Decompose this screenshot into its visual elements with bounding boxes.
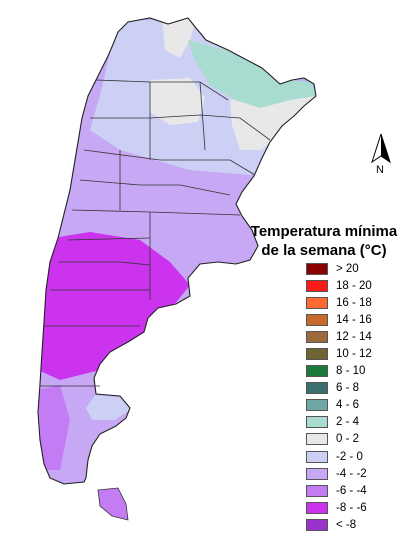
legend-swatch [306, 433, 328, 446]
zone-cool-patagonia [86, 395, 130, 420]
legend-label: 16 - 18 [336, 296, 372, 309]
legend-label: -6 - -4 [336, 484, 367, 497]
legend-item: 10 - 12 [306, 345, 414, 362]
legend-label: 18 - 20 [336, 279, 372, 292]
legend-swatch [306, 399, 328, 412]
zone-cold-andes [38, 232, 190, 380]
legend-title: Temperatura mínima de la semana (°C) [232, 222, 416, 260]
legend-swatch [306, 382, 328, 395]
legend-item: 2 - 4 [306, 414, 414, 431]
legend-item: 6 - 8 [306, 380, 414, 397]
legend-title-line1: Temperatura mínima [250, 223, 398, 240]
legend: > 20 18 - 20 16 - 18 14 - 16 12 - 14 10 - 12 8… [306, 260, 414, 534]
legend-label: 10 - 12 [336, 348, 372, 361]
legend-item: -2 - 0 [306, 448, 414, 465]
legend-swatch [306, 501, 328, 514]
zone-mild-far-north [162, 18, 196, 58]
legend-swatch [306, 296, 328, 309]
legend-label: 0 - 2 [336, 433, 360, 446]
legend-swatch [306, 484, 328, 497]
north-label: N [376, 164, 384, 176]
legend-label: 14 - 16 [336, 313, 372, 326]
legend-label: -4 - -2 [336, 467, 367, 480]
zone-mild-center-north [150, 78, 205, 125]
zone-mild-mesopotamia [230, 96, 316, 150]
legend-swatch [306, 450, 328, 463]
legend-item: < -8 [306, 516, 414, 533]
legend-item: 16 - 18 [306, 294, 414, 311]
legend-swatch [306, 365, 328, 378]
legend-item: 14 - 16 [306, 311, 414, 328]
north-arrow-icon [371, 134, 391, 164]
legend-swatch [306, 313, 328, 326]
zone-warm-northeast [188, 40, 316, 108]
legend-item: -8 - -6 [306, 499, 414, 516]
legend-label: < -8 [336, 518, 357, 531]
legend-item: 0 - 2 [306, 431, 414, 448]
legend-item: 18 - 20 [306, 277, 414, 294]
legend-swatch [306, 348, 328, 361]
legend-label: 12 - 14 [336, 330, 372, 343]
legend-item: > 20 [306, 260, 414, 277]
legend-swatch [306, 279, 328, 292]
province-borders [37, 17, 317, 485]
legend-label: 8 - 10 [336, 365, 366, 378]
legend-swatch [306, 467, 328, 480]
zone-cold-south-andes [38, 385, 70, 470]
legend-swatch [306, 262, 328, 275]
legend-swatch [306, 518, 328, 531]
legend-label: 2 - 4 [336, 416, 360, 429]
legend-item: 4 - 6 [306, 397, 414, 414]
legend-title-line2: de la semana (°C) [261, 242, 387, 259]
legend-label: -2 - 0 [336, 450, 363, 463]
legend-item: -4 - -2 [306, 465, 414, 482]
legend-label: 4 - 6 [336, 399, 360, 412]
legend-item: -6 - -4 [306, 482, 414, 499]
legend-item: 8 - 10 [306, 363, 414, 380]
legend-label: 6 - 8 [336, 382, 360, 395]
tierra-del-fuego [97, 487, 129, 521]
legend-swatch [306, 416, 328, 429]
legend-item: 12 - 14 [306, 328, 414, 345]
legend-label: -8 - -6 [336, 501, 367, 514]
legend-swatch [306, 330, 328, 343]
legend-label: > 20 [336, 262, 359, 275]
